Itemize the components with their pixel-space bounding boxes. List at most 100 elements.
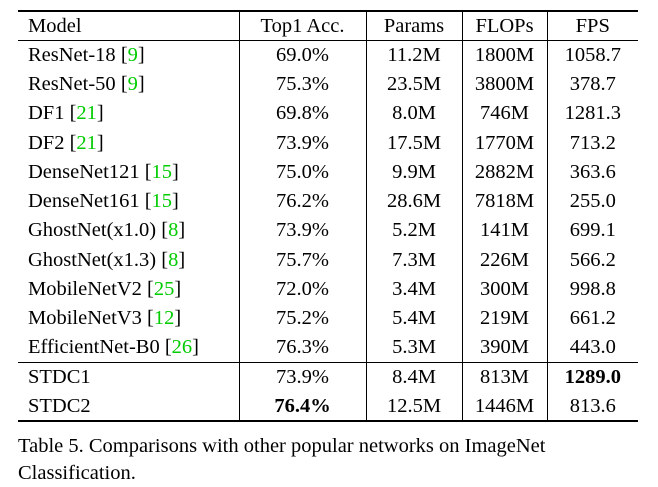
top1-cell-value: 73.9%: [276, 366, 329, 389]
fps-cell: 1289.0: [546, 362, 638, 392]
flops-cell: 746M: [461, 98, 547, 129]
fps-cell-value: 998.8: [569, 278, 616, 301]
params-cell: 23.5M: [365, 69, 462, 99]
top1-cell: 75.7%: [238, 245, 366, 275]
model-cell: DF2 [21]: [28, 131, 104, 154]
flops-cell: 3800M: [461, 69, 547, 99]
fps-cell: 699.1: [546, 216, 638, 246]
table-row: ResNet-18 [9] 69.0% 11.2M 1800M 1058.7: [18, 40, 638, 70]
params-cell: 5.2M: [365, 216, 462, 246]
fps-cell: 378.7: [546, 69, 638, 99]
top1-cell-value: 73.9%: [276, 131, 329, 154]
model-name: DenseNet121: [28, 160, 140, 183]
table-row: MobileNetV2 [25] 72.0% 3.4M 300M 998.8: [18, 274, 638, 304]
fps-cell-value: 255.0: [569, 190, 616, 213]
fps-cell-value: 378.7: [569, 72, 616, 95]
flops-cell: 1770M: [461, 128, 547, 158]
comparison-table: Model Top1 Acc. Params FLOPs FPS ResNet-…: [18, 10, 638, 422]
header-top1-acc: Top1 Acc.: [238, 11, 366, 41]
citation-link[interactable]: 25: [153, 278, 175, 301]
model-cell: ResNet-18 [9]: [28, 43, 145, 66]
model-cell: DenseNet161 [15]: [28, 190, 179, 213]
model-cell: MobileNetV3 [12]: [28, 307, 182, 330]
top1-cell: 73.9%: [238, 216, 366, 246]
params-cell: 12.5M: [365, 391, 462, 422]
params-cell-value: 7.3M: [392, 248, 436, 271]
params-cell: 11.2M: [365, 40, 462, 70]
fps-cell-value: 443.0: [569, 336, 616, 359]
top1-cell-value: 69.0%: [276, 43, 329, 66]
citation-link[interactable]: 21: [76, 131, 97, 154]
model-name: MobileNetV2: [28, 278, 142, 301]
flops-cell: 813M: [461, 362, 547, 392]
citation-link[interactable]: 15: [151, 160, 173, 183]
params-cell: 8.4M: [365, 362, 462, 392]
flops-cell-value: 226M: [480, 248, 529, 271]
model-name: DF2: [28, 131, 65, 154]
fps-cell: 1058.7: [546, 40, 638, 70]
top1-cell-value: 75.7%: [276, 248, 329, 271]
header-model: Model: [28, 14, 82, 37]
model-name: EfficientNet-B0: [28, 336, 160, 359]
citation-link[interactable]: 8: [168, 219, 179, 242]
citation-link[interactable]: 8: [168, 248, 179, 271]
citation-link[interactable]: 9: [127, 43, 138, 66]
top1-cell-value: 76.3%: [276, 336, 329, 359]
top1-cell-value: 75.0%: [276, 160, 329, 183]
model-name: ResNet-18: [28, 43, 116, 66]
params-cell: 7.3M: [365, 245, 462, 275]
top1-cell-value: 75.3%: [276, 72, 329, 95]
top1-cell: 69.0%: [238, 40, 366, 70]
flops-cell: 2882M: [461, 157, 547, 187]
fps-cell-value: 813.6: [569, 394, 616, 417]
header-fps: FPS: [546, 11, 638, 41]
citation-link[interactable]: 9: [127, 72, 138, 95]
flops-cell-value: 813M: [480, 366, 529, 389]
flops-cell-value: 7818M: [474, 190, 535, 213]
citation-link[interactable]: 26: [171, 336, 193, 359]
model-cell: STDC1: [18, 363, 239, 392]
comparison-table-container: Model Top1 Acc. Params FLOPs FPS ResNet-…: [18, 10, 638, 422]
top1-cell: 72.0%: [238, 274, 366, 304]
top1-cell-value: 76.4%: [274, 394, 331, 417]
params-cell: 8.0M: [365, 98, 462, 129]
params-cell: 5.3M: [365, 333, 462, 363]
flops-cell-value: 1446M: [474, 394, 535, 417]
top1-cell: 73.9%: [238, 128, 366, 158]
flops-cell-value: 300M: [480, 278, 529, 301]
model-name: DenseNet161: [28, 190, 140, 213]
fps-cell: 661.2: [546, 303, 638, 334]
top1-cell-value: 69.8%: [276, 102, 329, 125]
header-flops: FLOPs: [461, 11, 547, 41]
params-cell-value: 5.4M: [392, 307, 436, 330]
citation-link[interactable]: 21: [76, 102, 97, 125]
fps-cell: 713.2: [546, 128, 638, 158]
fps-cell: 998.8: [546, 274, 638, 304]
citation-link[interactable]: 15: [151, 190, 173, 213]
fps-cell-value: 566.2: [569, 248, 616, 271]
fps-cell-value: 363.6: [569, 160, 616, 183]
table-body: ResNet-18 [9] 69.0% 11.2M 1800M 1058.7 ResNet…: [18, 40, 638, 422]
top1-cell-value: 75.2%: [276, 307, 329, 330]
table-row: DF1 [21] 69.8% 8.0M 746M 1281.3: [18, 98, 638, 129]
table-caption: Table 5. Comparisons with other popular …: [18, 435, 546, 484]
table-row-ours: STDC1 73.9% 8.4M 813M 1289.0: [18, 362, 638, 392]
table-row: DenseNet121 [15] 75.0% 9.9M 2882M 363.6: [18, 157, 638, 187]
top1-cell-value: 76.2%: [276, 190, 329, 213]
citation-link[interactable]: 12: [153, 307, 175, 330]
table-row-ours: STDC2 76.4% 12.5M 1446M 813.6: [18, 391, 638, 422]
model-cell: ResNet-50 [9]: [28, 72, 145, 95]
params-cell-value: 8.4M: [392, 366, 436, 389]
params-cell-value: 5.3M: [392, 336, 436, 359]
table-row: DenseNet161 [15] 76.2% 28.6M 7818M 255.0: [18, 186, 638, 217]
top1-cell-value: 73.9%: [276, 219, 329, 242]
top1-cell: 73.9%: [238, 362, 366, 392]
top1-cell: 76.4%: [238, 391, 366, 422]
params-cell-value: 8.0M: [392, 102, 436, 125]
table-row: DF2 [21] 73.9% 17.5M 1770M 713.2: [18, 128, 638, 158]
model-cell-value: STDC2: [28, 394, 91, 417]
params-cell-value: 23.5M: [386, 72, 442, 95]
model-cell-value: STDC1: [28, 366, 91, 389]
table-row: GhostNet(x1.3) [8] 75.7% 7.3M 226M 566.2: [18, 245, 638, 275]
fps-cell-value: 1289.0: [564, 366, 621, 389]
